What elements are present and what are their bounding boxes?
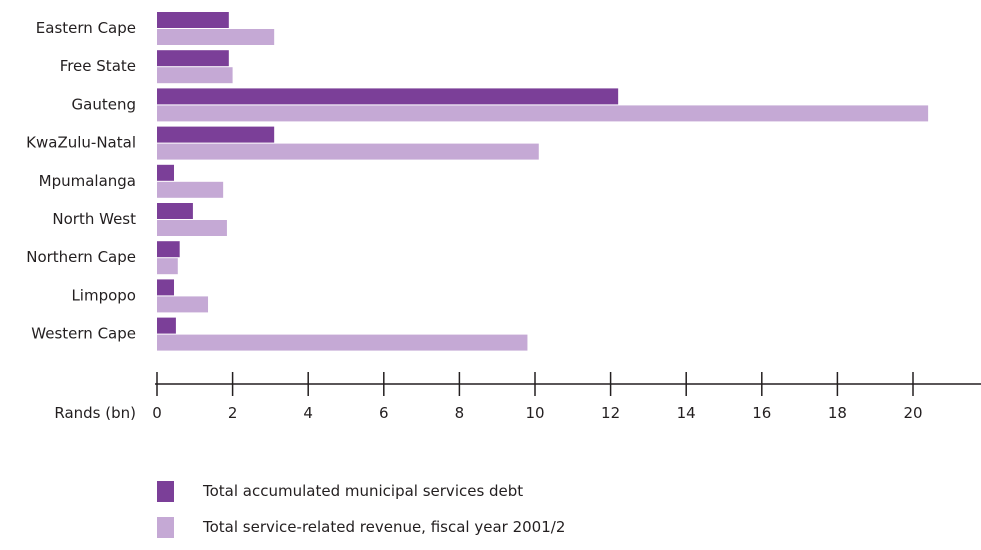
- bar-revenue: [157, 143, 539, 160]
- bar-debt: [157, 203, 193, 219]
- x-tick-label: 16: [752, 404, 771, 422]
- bars: [157, 12, 929, 351]
- bar-debt: [157, 126, 275, 143]
- x-tick-label: 4: [303, 404, 313, 422]
- x-axis: 0 2 4 6 8 10 12 14 16 18 20 Rands (bn): [54, 372, 981, 422]
- bar-debt: [157, 12, 229, 28]
- category-label: Northern Cape: [26, 248, 136, 266]
- bar-revenue: [157, 29, 275, 45]
- legend-swatch-debt: [157, 480, 174, 502]
- legend: Total accumulated municipal services deb…: [157, 478, 565, 550]
- category-labels: Eastern Cape Free State Gauteng KwaZulu-Nat…: [26, 19, 136, 343]
- category-label: Gauteng: [72, 95, 136, 113]
- x-tick-label: 8: [455, 404, 465, 422]
- legend-item-revenue: Total service-related revenue, fiscal ye…: [157, 514, 565, 540]
- bar-revenue: [157, 181, 224, 198]
- bar-debt: [157, 279, 175, 296]
- x-tick-label: 10: [525, 404, 544, 422]
- category-label: KwaZulu-Natal: [26, 134, 136, 152]
- bar-debt: [157, 88, 619, 105]
- bar-revenue: [157, 334, 528, 351]
- bar-debt: [157, 164, 175, 181]
- x-tick-label: 12: [601, 404, 620, 422]
- category-label: Free State: [60, 57, 136, 75]
- x-tick-label: 20: [903, 404, 922, 422]
- bar-revenue: [157, 105, 929, 122]
- category-label: Limpopo: [71, 286, 136, 304]
- bar-debt: [157, 317, 176, 334]
- legend-item-debt: Total accumulated municipal services deb…: [157, 478, 565, 504]
- category-label: Mpumalanga: [39, 172, 136, 190]
- legend-swatch-revenue: [157, 516, 174, 538]
- bar-revenue: [157, 296, 209, 313]
- x-axis-ticks: 0 2 4 6 8 10 12 14 16 18 20: [152, 372, 923, 422]
- category-label: North West: [52, 210, 136, 228]
- bar-revenue: [157, 220, 227, 236]
- bar-revenue: [157, 258, 178, 275]
- bar-revenue: [157, 67, 233, 84]
- bar-debt: [157, 241, 180, 258]
- x-tick-label: 18: [828, 404, 847, 422]
- category-label: Western Cape: [31, 325, 136, 343]
- bar-chart: Eastern Cape Free State Gauteng KwaZulu-Nat…: [26, 12, 981, 422]
- bar-debt: [157, 50, 229, 67]
- legend-label-revenue: Total service-related revenue, fiscal ye…: [203, 518, 566, 536]
- category-label: Eastern Cape: [36, 19, 136, 37]
- legend-label-debt: Total accumulated municipal services deb…: [203, 482, 524, 500]
- x-tick-label: 2: [228, 404, 238, 422]
- x-axis-label: Rands (bn): [54, 404, 136, 422]
- x-tick-label: 0: [152, 404, 162, 422]
- x-tick-label: 6: [379, 404, 389, 422]
- x-tick-label: 14: [677, 404, 696, 422]
